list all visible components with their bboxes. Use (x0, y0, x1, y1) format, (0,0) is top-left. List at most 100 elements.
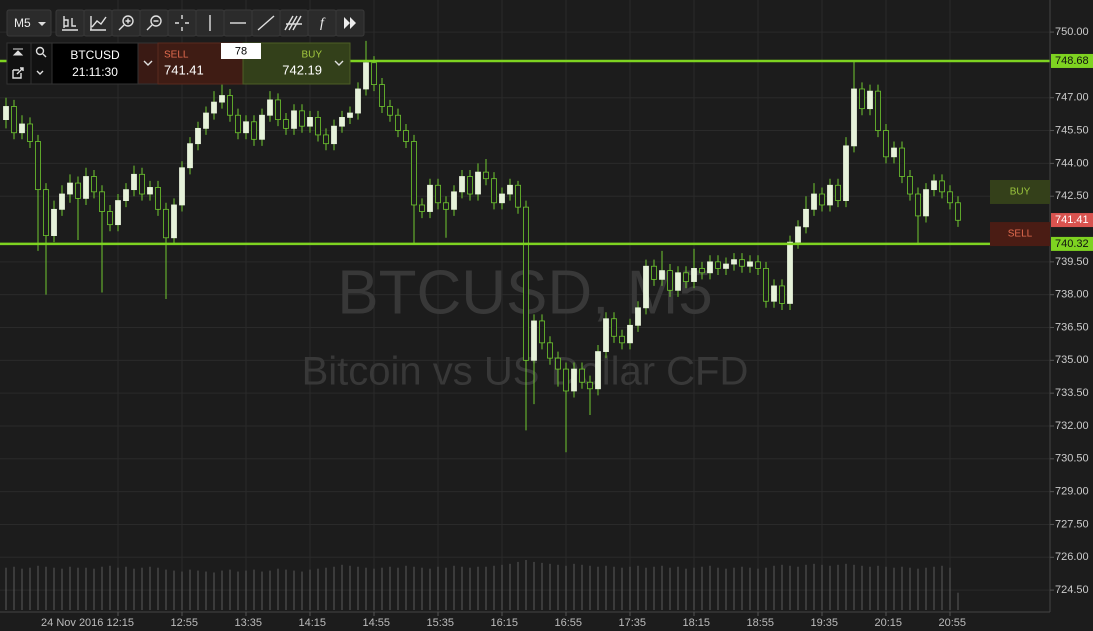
y-tick-label: 729.00 (1055, 486, 1089, 498)
volume-bar (285, 569, 287, 610)
candle-body (99, 191, 105, 212)
candle-body (363, 62, 369, 90)
candle-body (827, 184, 833, 206)
volume-bar (229, 569, 231, 610)
volume-bar (829, 565, 831, 610)
candle-body (795, 226, 801, 243)
candle-body (467, 176, 473, 195)
volume-bar (693, 567, 695, 610)
candle-body (867, 90, 873, 110)
volume-bar (749, 567, 751, 610)
candle-body (643, 265, 649, 309)
candle-body (691, 268, 697, 282)
volume-bar (853, 564, 855, 610)
icon-zoom-out (146, 20, 159, 31)
spread-box (221, 43, 261, 59)
volume-bar (789, 565, 791, 610)
grid (0, 0, 1050, 612)
ticket-icons[interactable] (6, 42, 32, 85)
icon-zoom-out (150, 15, 162, 27)
y-tick-label: 735.00 (1055, 354, 1089, 366)
volume-bar (37, 565, 39, 610)
candle-body (835, 184, 841, 201)
candle-body (859, 88, 865, 110)
volume-bar (149, 566, 151, 610)
volume-bar (245, 570, 247, 610)
candle-body (707, 261, 713, 274)
x-tick-label: 24 Nov 2016 12:15 (41, 617, 134, 629)
dropdown-arrow (38, 22, 46, 26)
side-sell-button[interactable] (990, 222, 1050, 247)
volume-layer (5, 560, 959, 610)
candle-body (579, 368, 585, 383)
candle-body (891, 147, 897, 158)
candle-body (651, 265, 657, 280)
candle-body (523, 206, 529, 361)
candle-body (931, 180, 937, 191)
candle-body (731, 259, 737, 265)
sell-arrow-box[interactable] (137, 42, 159, 85)
candle-body (339, 117, 345, 127)
y-tick-label: 750.00 (1055, 26, 1089, 38)
side-buy-button[interactable] (990, 179, 1050, 204)
side-buttons[interactable]: BUY SELL (990, 179, 1050, 247)
volume-bar (133, 568, 135, 610)
side-sell-label: SELL (1008, 229, 1033, 240)
tool-button[interactable] (83, 9, 113, 37)
candle-body (595, 351, 601, 390)
x-tick-label: 16:15 (490, 617, 518, 629)
candle-body (243, 121, 249, 134)
volume-bar (613, 566, 615, 610)
candle-body (739, 259, 745, 267)
volume-bar (605, 565, 607, 610)
tool-button[interactable] (55, 9, 85, 37)
icon-channel (284, 15, 302, 31)
volume-bar (525, 560, 527, 610)
candle-body (563, 368, 569, 392)
icon-collapse (12, 48, 24, 56)
candle-body (779, 285, 785, 304)
volume-bar (957, 592, 959, 610)
y-tick-label: 747.00 (1055, 92, 1089, 104)
icon-line (90, 16, 107, 31)
volume-bar (117, 567, 119, 610)
tool-button[interactable] (279, 9, 309, 37)
ticket-search[interactable] (30, 42, 53, 85)
candle-body (675, 272, 681, 291)
candle-body (27, 123, 33, 142)
volume-bar (301, 571, 303, 610)
volume-bar (781, 564, 783, 610)
y-tick-label: 732.00 (1055, 420, 1089, 432)
volume-bar (333, 566, 335, 610)
volume-bar (349, 565, 351, 610)
candle-body (11, 106, 17, 134)
candle-body (171, 204, 177, 239)
icon-zoom-in (122, 15, 134, 27)
volume-bar (189, 569, 191, 610)
y-tick-label: 733.50 (1055, 387, 1089, 399)
candle-body (259, 114, 265, 140)
tool-button[interactable] (139, 9, 169, 37)
candle-body (19, 123, 25, 134)
candle-body (227, 95, 233, 116)
y-tick-label: 724.50 (1055, 584, 1089, 596)
spread: 78 (235, 45, 247, 57)
volume-bar (405, 565, 407, 610)
volume-bar (909, 567, 911, 610)
candle-body (203, 112, 209, 129)
candle-body (627, 324, 633, 344)
tool-button[interactable] (111, 9, 141, 37)
candle-body (3, 106, 9, 121)
volume-bar (109, 565, 111, 610)
candle-body (747, 261, 753, 267)
dropdown-arrow (334, 60, 344, 66)
timeframe-button[interactable] (6, 9, 52, 37)
candle-body (507, 184, 513, 195)
volume-bar (317, 568, 319, 610)
volume-bar (365, 567, 367, 610)
tool-button[interactable] (167, 9, 197, 37)
volume-bar (85, 567, 87, 610)
candle-body (75, 182, 81, 199)
symbol-box[interactable] (51, 42, 139, 85)
candle-body (571, 368, 577, 392)
